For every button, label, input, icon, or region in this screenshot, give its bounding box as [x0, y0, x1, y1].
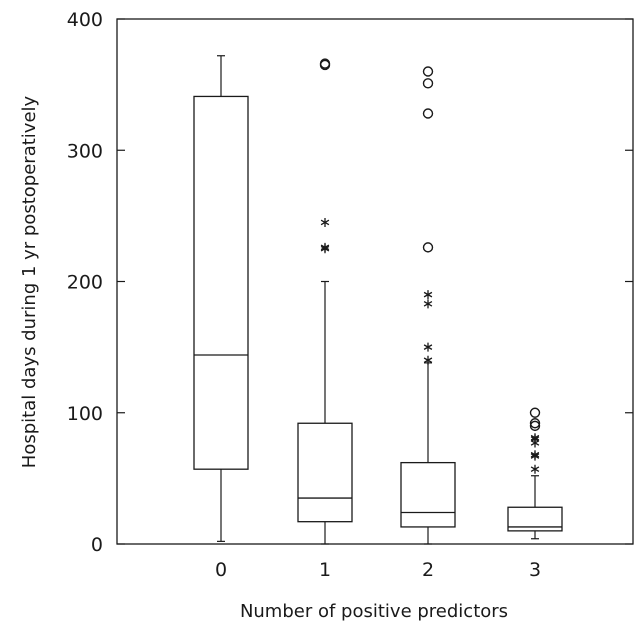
outlier-star [423, 290, 433, 300]
outlier-circle [529, 418, 541, 429]
outliers [319, 58, 541, 474]
outlier-circle [529, 420, 541, 432]
outlier-circle [422, 108, 434, 119]
outlier-circle [319, 58, 331, 69]
outlier-circle [422, 242, 434, 253]
box-0 [193, 95, 249, 470]
y-tick-label: 200 [67, 272, 103, 294]
outlier-star [530, 433, 540, 443]
outlier-circle [422, 66, 434, 77]
x-tick-label: 3 [529, 559, 541, 581]
y-axis-title: Hospital days during 1 yr postoperativel… [19, 95, 40, 468]
outlier-star [423, 299, 433, 309]
outlier-star [530, 450, 540, 460]
y-tick-label: 100 [67, 403, 103, 425]
x-axis-title: Number of positive predictors [240, 601, 508, 622]
outlier-star [320, 242, 330, 252]
box-1 [297, 422, 353, 523]
y-tick-label: 300 [67, 140, 103, 162]
outlier-circle [422, 78, 434, 89]
y-tick-label: 400 [67, 9, 103, 31]
x-tick-label: 2 [422, 559, 434, 581]
box-2 [400, 461, 456, 528]
outlier-circle [529, 407, 541, 418]
outlier-star [423, 355, 433, 365]
y-tick-label: 0 [91, 534, 103, 556]
x-tick-label: 1 [319, 559, 331, 581]
outlier-star [320, 217, 330, 227]
ticks: 0 100 200 300 400 0 1 2 3 [67, 9, 633, 581]
outlier-star [530, 464, 540, 474]
boxes [193, 55, 563, 545]
x-tick-label: 0 [215, 559, 227, 581]
box-3 [507, 506, 563, 532]
outlier-star [423, 342, 433, 352]
